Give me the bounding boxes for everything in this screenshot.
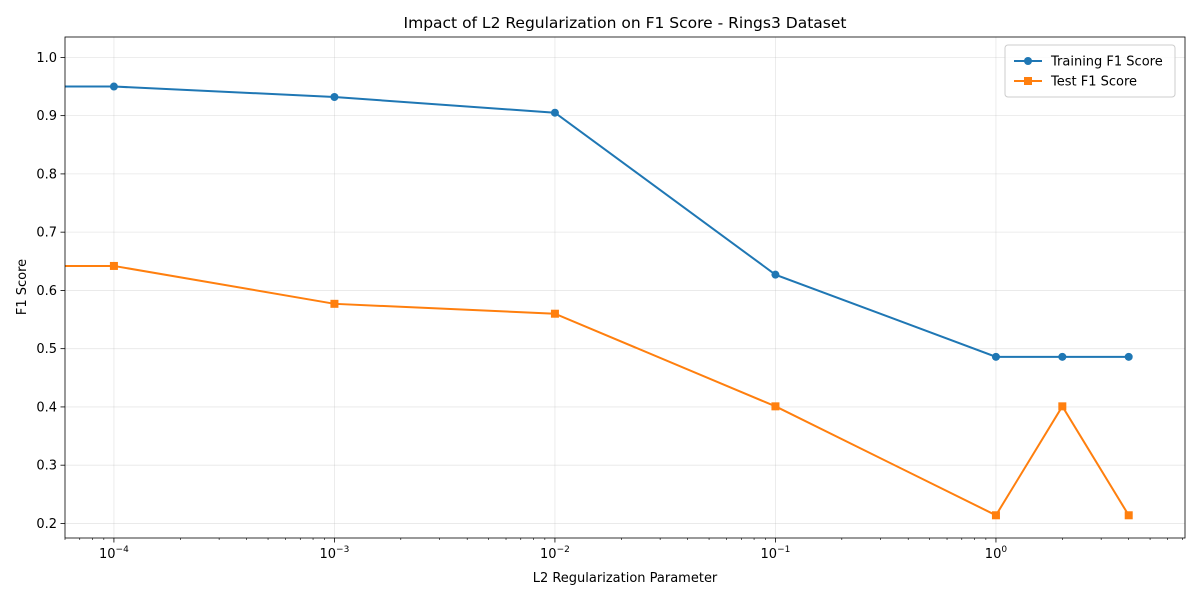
y-tick-label: 1.0: [36, 51, 57, 66]
series-test: [65, 261, 1133, 520]
data-point: [109, 261, 118, 270]
y-tick-label: 0.2: [36, 517, 57, 532]
legend-label: Training F1 Score: [1050, 55, 1163, 70]
legend-item: Training F1 Score: [1014, 55, 1163, 70]
y-tick-label: 0.6: [36, 284, 57, 299]
legend: Training F1 Score Test F1 Score: [1004, 44, 1176, 98]
x-axis-ticks: 10−4 10−3 10−2 10−1 100: [64, 538, 1183, 562]
x-tick-label: 10−2: [540, 545, 570, 562]
y-axis-label: F1 Score: [15, 259, 30, 315]
legend-label: Test F1 Score: [1050, 75, 1137, 90]
y-tick-label: 0.9: [36, 109, 57, 124]
data-point: [771, 270, 780, 279]
y-tick-label: 0.7: [36, 226, 57, 241]
series-line: [65, 85, 1129, 358]
data-point: [991, 352, 1000, 361]
x-tick-label: 10−3: [320, 545, 350, 562]
y-tick-label: 0.8: [36, 167, 57, 182]
data-point: [1124, 511, 1133, 520]
data-point: [1124, 352, 1133, 361]
data-point: [550, 309, 559, 318]
legend-item: Test F1 Score: [1014, 75, 1137, 90]
legend-marker: [1024, 77, 1032, 85]
plot-frame: [64, 36, 1186, 539]
y-tick-label: 0.4: [36, 400, 57, 415]
data-point: [330, 93, 339, 102]
grid: [65, 37, 1185, 538]
legend-marker: [1024, 57, 1032, 65]
chart-title: Impact of L2 Regularization on F1 Score …: [404, 14, 847, 32]
data-point: [550, 108, 559, 117]
y-tick-label: 0.5: [36, 342, 57, 357]
legend-box: [1004, 44, 1176, 98]
data-point: [109, 82, 118, 91]
series-training: [65, 82, 1133, 361]
y-tick-label: 0.3: [36, 459, 57, 474]
data-point: [1058, 352, 1067, 361]
series-line: [65, 264, 1130, 517]
x-axis-label: L2 Regularization Parameter: [533, 571, 718, 586]
x-tick-label: 10−1: [761, 545, 791, 562]
data-point: [330, 299, 339, 308]
data-point: [1058, 402, 1067, 411]
y-axis-ticks: 0.2 0.3 0.4 0.5 0.6 0.7 0.8 0.9 1.0: [36, 51, 65, 532]
data-point: [991, 511, 1000, 520]
plot-series: [65, 82, 1133, 520]
x-tick-label: 10−4: [99, 545, 129, 562]
x-tick-label: 100: [985, 545, 1008, 562]
data-point: [771, 402, 780, 411]
